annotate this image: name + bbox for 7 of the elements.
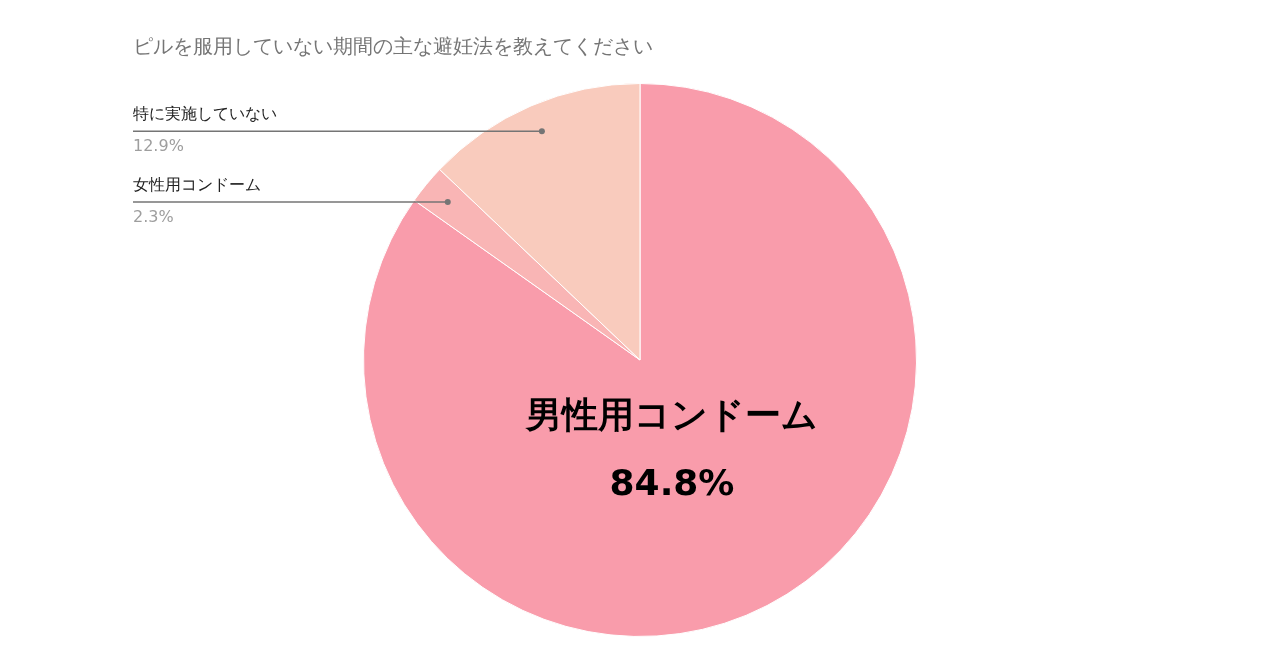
slice-label: 男性用コンドーム bbox=[525, 394, 818, 436]
data-label: 2.3% bbox=[133, 207, 174, 227]
data-label: 12.9% bbox=[133, 136, 184, 156]
chart-title: ピルを服用していない期間の主な避妊法を教えてください bbox=[133, 34, 653, 59]
slice-label: 特に実施していない bbox=[133, 104, 277, 124]
slice-label: 女性用コンドーム bbox=[133, 175, 261, 195]
data-label: 84.8% bbox=[609, 462, 735, 504]
